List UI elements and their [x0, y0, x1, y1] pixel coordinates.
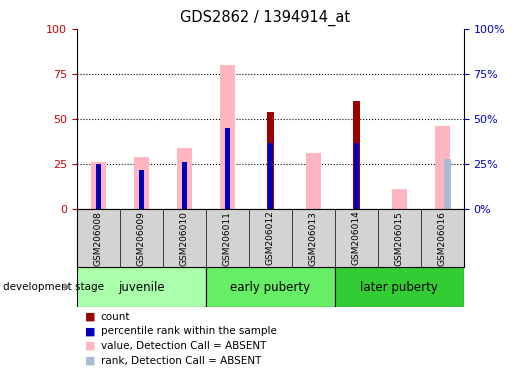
- Text: percentile rank within the sample: percentile rank within the sample: [101, 326, 277, 336]
- FancyBboxPatch shape: [335, 267, 464, 307]
- Text: ■: ■: [85, 312, 95, 322]
- Bar: [435, 126, 450, 209]
- Text: count: count: [101, 312, 130, 322]
- Text: later puberty: later puberty: [360, 281, 438, 293]
- Bar: [220, 65, 235, 209]
- Text: ■: ■: [85, 341, 95, 351]
- FancyBboxPatch shape: [206, 267, 335, 307]
- Text: GSM206010: GSM206010: [180, 211, 189, 265]
- Bar: [392, 189, 407, 209]
- Text: GSM206015: GSM206015: [395, 211, 404, 265]
- Bar: [444, 159, 451, 209]
- Bar: [139, 170, 144, 209]
- Bar: [182, 162, 187, 209]
- Bar: [353, 101, 359, 209]
- Text: ■: ■: [85, 356, 95, 366]
- Text: GSM206008: GSM206008: [94, 211, 103, 265]
- Text: GSM206012: GSM206012: [266, 211, 275, 265]
- Text: juvenile: juvenile: [118, 281, 165, 293]
- Text: ■: ■: [85, 326, 95, 336]
- Bar: [177, 148, 192, 209]
- Bar: [268, 142, 272, 209]
- Text: value, Detection Call = ABSENT: value, Detection Call = ABSENT: [101, 341, 266, 351]
- Text: GSM206011: GSM206011: [223, 211, 232, 265]
- Text: GSM206009: GSM206009: [137, 211, 146, 265]
- Bar: [96, 164, 101, 209]
- FancyBboxPatch shape: [77, 267, 206, 307]
- Bar: [354, 142, 358, 209]
- Bar: [134, 157, 149, 209]
- Text: GSM206014: GSM206014: [352, 211, 361, 265]
- Bar: [225, 128, 229, 209]
- Text: rank, Detection Call = ABSENT: rank, Detection Call = ABSENT: [101, 356, 261, 366]
- Text: GDS2862 / 1394914_at: GDS2862 / 1394914_at: [180, 10, 350, 26]
- Text: early puberty: early puberty: [230, 281, 311, 293]
- Text: GSM206013: GSM206013: [309, 211, 318, 265]
- Text: development stage: development stage: [3, 282, 104, 292]
- Bar: [306, 153, 321, 209]
- Bar: [267, 112, 273, 209]
- Bar: [91, 162, 106, 209]
- Text: GSM206016: GSM206016: [438, 211, 447, 265]
